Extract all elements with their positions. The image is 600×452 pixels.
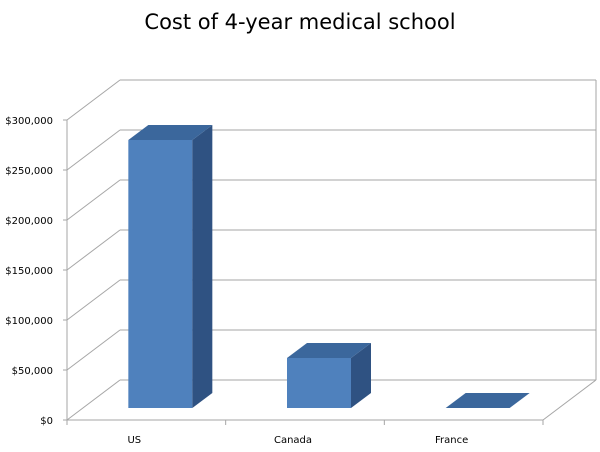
- gridline-side: [66, 279, 121, 321]
- x-axis-tick-labels: US Canada France: [127, 435, 468, 446]
- y-tick-label: $250,000: [5, 166, 53, 177]
- bar-france: [445, 393, 530, 408]
- bar-canada: [287, 343, 371, 408]
- bar-top: [128, 125, 213, 140]
- y-tick-label: $200,000: [5, 216, 53, 227]
- gridline-side: [66, 129, 121, 171]
- chart-title: Cost of 4-year medical school: [144, 10, 455, 34]
- bar-us: [128, 125, 213, 408]
- y-tick-label: $0: [40, 416, 53, 427]
- bar-side: [192, 125, 213, 408]
- bar-side: [351, 343, 371, 408]
- bars: [128, 125, 530, 408]
- gridline-side: [66, 229, 121, 271]
- bar-front: [287, 358, 351, 408]
- x-tick-label: US: [127, 435, 141, 446]
- gridline-side: [66, 79, 121, 121]
- y-tick-label: $50,000: [12, 366, 53, 377]
- y-axis-tick-labels: $0 $50,000 $100,000 $150,000 $200,000 $250,00…: [5, 116, 53, 427]
- y-tick-label: $100,000: [5, 316, 53, 327]
- floor-right-edge: [542, 379, 597, 421]
- bar-front: [128, 140, 193, 408]
- axes: [63, 119, 597, 425]
- gridline-side: [66, 379, 121, 421]
- x-tick-label: France: [435, 435, 468, 446]
- y-tick-label: $150,000: [5, 266, 53, 277]
- gridline-side: [66, 179, 121, 221]
- gridline-side: [66, 329, 121, 371]
- x-tick-label: Canada: [274, 435, 312, 446]
- y-tick-label: $300,000: [5, 116, 53, 127]
- bar-top: [445, 393, 530, 408]
- bar-top: [287, 343, 371, 358]
